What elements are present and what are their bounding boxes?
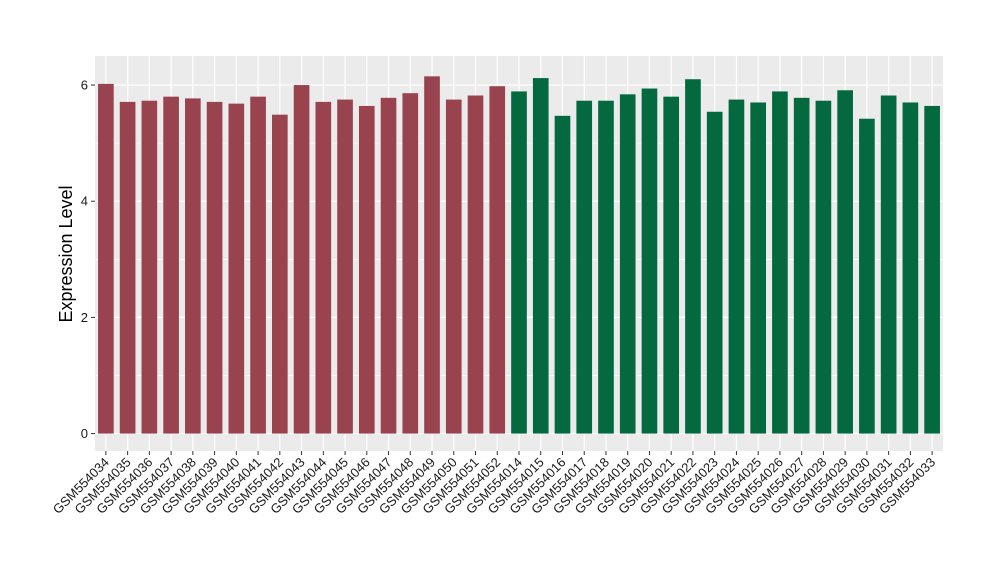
bar-GSM554045: [337, 99, 353, 434]
bar-GSM554034: [98, 83, 114, 434]
bar-GSM554046: [358, 105, 375, 434]
bar-GSM554036: [141, 100, 158, 434]
bar-GSM554031: [880, 95, 897, 434]
bar-GSM554033: [924, 105, 940, 434]
bar-GSM554049: [424, 76, 440, 434]
bar-GSM554040: [228, 103, 245, 434]
bars: [98, 76, 940, 434]
bar-GSM554027: [793, 97, 810, 434]
bar-GSM554020: [641, 88, 658, 434]
bar-GSM554016: [554, 115, 571, 434]
bar-GSM554026: [772, 91, 788, 434]
bar-GSM554018: [598, 100, 614, 434]
bar-GSM554043: [293, 85, 310, 434]
y-tick-label: 2: [81, 310, 88, 325]
bar-GSM554041: [250, 96, 266, 434]
bar-GSM554038: [185, 98, 201, 434]
bar-GSM554032: [902, 102, 919, 434]
bar-GSM554039: [206, 101, 223, 434]
bar-GSM554022: [685, 79, 701, 434]
bar-GSM554023: [706, 111, 723, 434]
bar-GSM554047: [380, 97, 397, 434]
bar-GSM554037: [163, 96, 179, 434]
bar-GSM554024: [728, 99, 745, 434]
bar-GSM554030: [859, 118, 875, 434]
y-axis: 0 2 4 6: [81, 78, 95, 441]
bar-GSM554025: [750, 102, 767, 434]
bar-GSM554017: [576, 100, 593, 434]
bar-GSM554035: [119, 101, 136, 434]
bar-GSM554050: [445, 99, 462, 434]
y-tick-label: 6: [81, 78, 88, 93]
bar-GSM554042: [271, 114, 288, 434]
bar-GSM554048: [402, 93, 419, 434]
bar-GSM554019: [619, 94, 636, 434]
bar-GSM554052: [489, 86, 506, 434]
y-axis-title: Expression Level: [56, 185, 76, 322]
bar-GSM554044: [315, 101, 332, 434]
bar-GSM554014: [511, 91, 527, 434]
bar-GSM554028: [815, 100, 832, 434]
y-tick-label: 0: [81, 426, 88, 441]
bar-GSM554029: [837, 90, 853, 434]
y-tick-label: 4: [81, 194, 88, 209]
bar-GSM554021: [663, 96, 680, 434]
bar-GSM554051: [467, 95, 484, 434]
x-axis: GSM554034GSM554035GSM554036GSM554037GSM5…: [50, 451, 938, 517]
bar-GSM554015: [532, 78, 549, 434]
